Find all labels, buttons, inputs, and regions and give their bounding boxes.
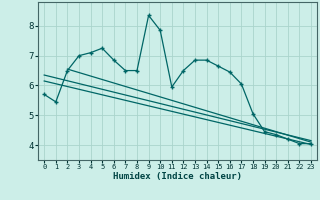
X-axis label: Humidex (Indice chaleur): Humidex (Indice chaleur) xyxy=(113,172,242,181)
